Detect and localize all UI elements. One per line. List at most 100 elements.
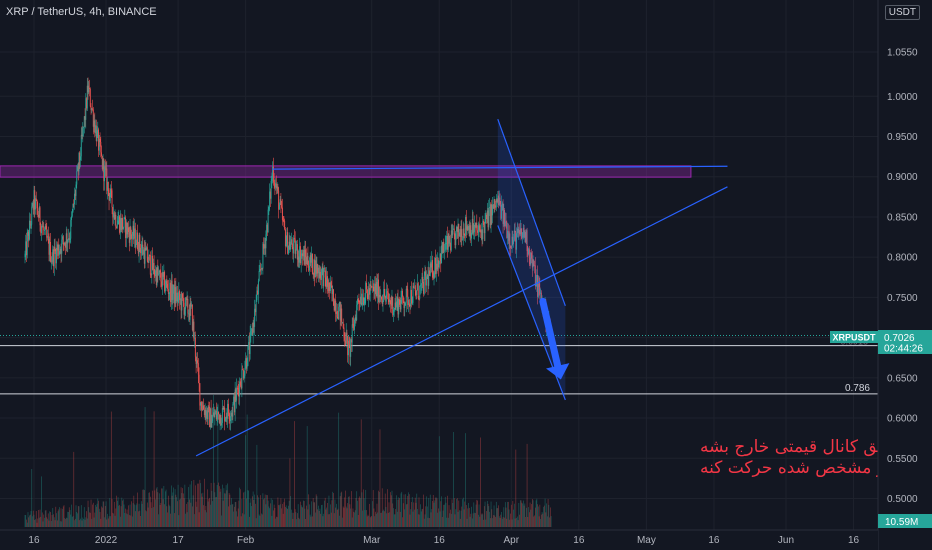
volume-bar [140, 516, 141, 527]
candle-body [492, 204, 494, 209]
x-tick-label: 16 [708, 535, 720, 546]
candle-body [36, 200, 38, 209]
candle-body [491, 204, 493, 216]
candle-body [203, 409, 205, 415]
volume-bar [387, 512, 389, 527]
volume-bar [146, 502, 148, 527]
volume-bar [517, 520, 519, 527]
candle-body [174, 287, 176, 304]
volume-bar [441, 496, 442, 527]
candle-body [465, 217, 467, 230]
volume-bar [540, 518, 541, 527]
volume-bar [134, 511, 136, 527]
volume-bar [544, 498, 546, 527]
candle-body [345, 340, 346, 346]
candle-body [509, 233, 511, 246]
candle-body [471, 232, 472, 239]
down-arrow-shaft [539, 297, 562, 370]
candle-body [191, 304, 193, 331]
volume-bar [432, 500, 433, 527]
candle-body [201, 409, 203, 411]
volume-bar [448, 505, 450, 527]
candle-body [351, 339, 352, 343]
volume-bar [121, 497, 123, 527]
volume-bar [316, 496, 318, 527]
volume-bar [344, 497, 346, 527]
volume-bar [531, 504, 532, 527]
volume-bar [516, 516, 518, 527]
volume-bar [513, 503, 515, 527]
volume-bar [105, 501, 107, 527]
volume-bar [483, 506, 485, 527]
candle-body [260, 268, 262, 270]
volume-bar [226, 490, 228, 527]
volume-bar [90, 499, 92, 527]
volume-bar [393, 514, 395, 527]
candle-body [281, 205, 283, 208]
candle-body [194, 337, 196, 339]
candle-body [369, 288, 370, 295]
candle-body [155, 270, 157, 285]
candle-body [231, 412, 233, 417]
candle-body [413, 285, 415, 288]
candle-body [248, 342, 250, 346]
volume-bar [281, 508, 283, 527]
candle-body [123, 217, 125, 228]
candle-body [465, 217, 466, 237]
volume-bar [376, 503, 378, 527]
volume-bar [198, 512, 200, 527]
volume-bar [455, 509, 457, 527]
volume-bar [405, 494, 406, 527]
currency-button[interactable]: USDT [884, 5, 920, 20]
volume-bar [519, 514, 520, 527]
volume-bar [314, 502, 316, 527]
candle-body [242, 369, 244, 371]
volume-bar [326, 507, 328, 527]
volume-bar [445, 502, 447, 527]
volume-bar [386, 513, 388, 527]
candle-body [444, 250, 445, 252]
candle-body [35, 198, 37, 201]
candle-body [313, 259, 315, 275]
volume-bar [429, 518, 430, 527]
volume-bar [339, 515, 340, 527]
candle-body [458, 223, 460, 236]
symbol-title: XRP / TetherUS, 4h, BINANCE [6, 6, 157, 18]
candle-body [459, 232, 461, 237]
volume-bar [215, 497, 216, 527]
candle-body [474, 224, 475, 233]
candle-body [362, 297, 364, 303]
volume-bar [407, 495, 409, 527]
volume-bar [155, 488, 157, 527]
candle-body [525, 232, 527, 243]
candle-body [436, 263, 438, 270]
candle-body [535, 284, 537, 287]
volume-bar [96, 503, 98, 527]
volume-bar [366, 510, 367, 527]
candle-body [406, 288, 408, 290]
volume-bar [135, 505, 137, 527]
volume-bar [131, 516, 133, 527]
volume-bar [345, 506, 347, 527]
candle-body [478, 225, 480, 231]
candle-body [242, 369, 244, 379]
candle-body [473, 232, 475, 234]
candle-body [365, 282, 367, 298]
candle-body [90, 106, 92, 111]
volume-bar [128, 505, 129, 527]
volume-bar [498, 505, 499, 527]
candle-body [516, 233, 518, 250]
candle-body [534, 265, 536, 287]
volume-bar [308, 494, 310, 527]
volume-bar [494, 515, 496, 527]
volume-bar [114, 515, 116, 527]
volume-bar [50, 521, 52, 527]
candle-body [108, 189, 110, 201]
volume-bar [417, 508, 418, 527]
candle-body [91, 108, 93, 111]
volume-bar [161, 488, 163, 527]
candle-body [350, 339, 352, 357]
candle-body [116, 227, 117, 229]
candle-body [405, 288, 407, 303]
